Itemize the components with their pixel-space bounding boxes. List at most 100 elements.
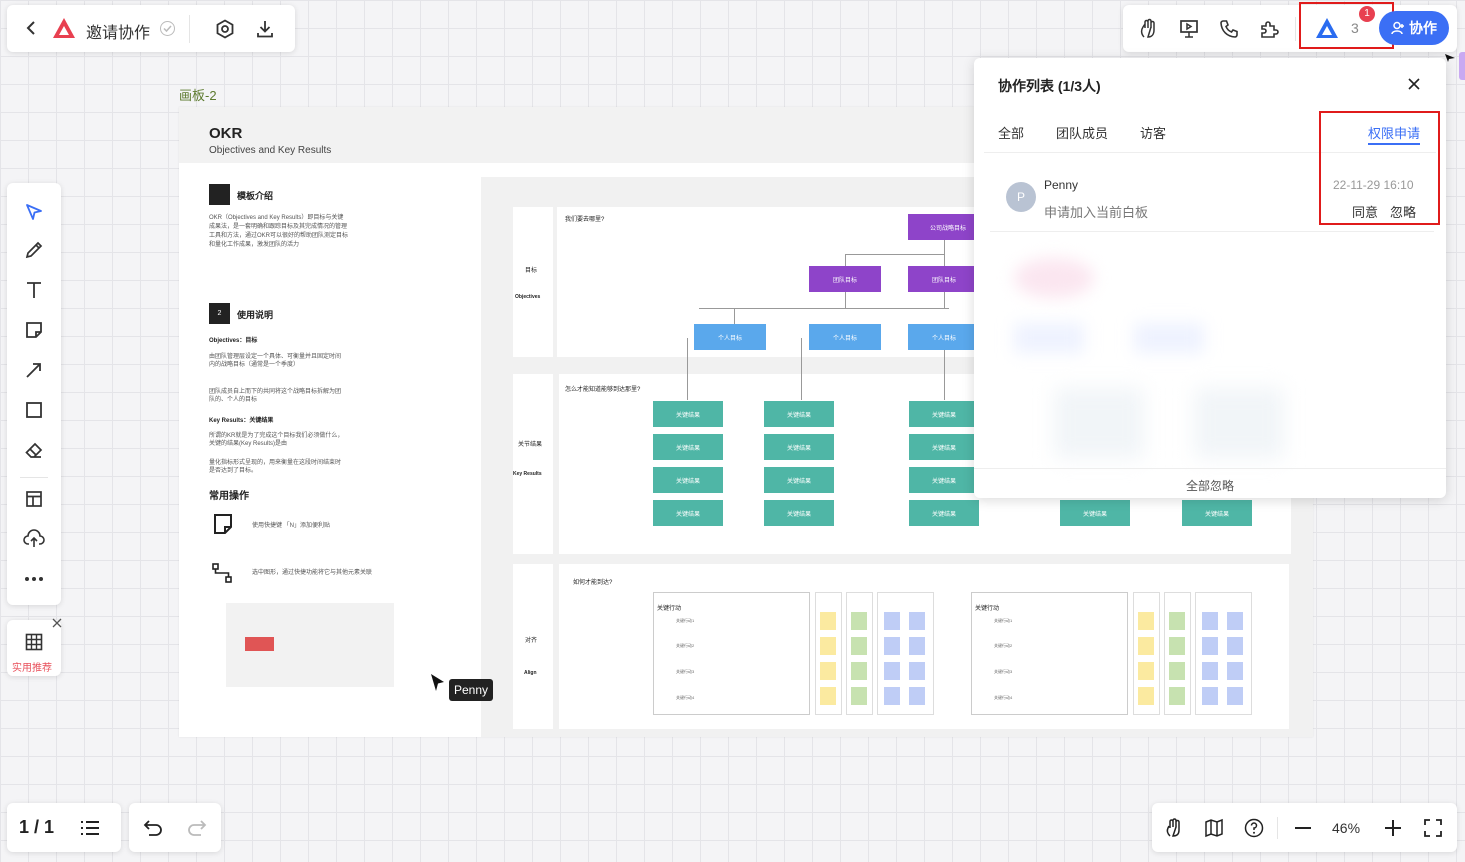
sec2-title: 使用说明 bbox=[237, 310, 274, 320]
sticky-note-tool-icon[interactable] bbox=[22, 318, 46, 342]
kr-node[interactable]: 关键结果 bbox=[653, 434, 723, 460]
kr-text-2: 量化指标形式呈现的，用来衡量在这段时间结束时是否达到了目标。 bbox=[209, 460, 342, 474]
left-toolbar bbox=[7, 183, 61, 605]
download-icon[interactable] bbox=[253, 17, 277, 41]
panel-close-icon[interactable] bbox=[1404, 74, 1424, 94]
tab-team-members[interactable]: 团队成员 bbox=[1056, 126, 1109, 141]
action-title: 关键行动 bbox=[657, 606, 682, 612]
gesture-icon[interactable] bbox=[1137, 17, 1161, 41]
kr-node[interactable]: 关键结果 bbox=[909, 500, 979, 526]
request-avatar: P bbox=[1006, 182, 1036, 212]
question-3: 如何才能到达? bbox=[573, 580, 613, 586]
tab-all[interactable]: 全部 bbox=[998, 126, 1025, 141]
select-tool-icon[interactable] bbox=[22, 200, 46, 224]
op2-text: 选中图形，通过快捷功能将它与其他元素关联 bbox=[252, 570, 373, 576]
fullscreen-icon[interactable] bbox=[1421, 816, 1445, 840]
recommend-widget[interactable]: 实用推荐 bbox=[7, 620, 61, 676]
hand-tool-icon[interactable] bbox=[1162, 816, 1186, 840]
kr-node[interactable]: 关键结果 bbox=[1182, 500, 1252, 526]
kr-node[interactable]: 关键结果 bbox=[653, 467, 723, 493]
request-highlight-box bbox=[1319, 111, 1440, 225]
ignore-button[interactable]: 忽略 bbox=[1390, 205, 1417, 220]
history-bar bbox=[129, 803, 221, 852]
personal-goal-node-1[interactable]: 个人目标 bbox=[694, 324, 766, 350]
eraser-tool-icon[interactable] bbox=[22, 438, 46, 462]
collab-button-label: 协作 bbox=[1409, 20, 1437, 36]
kr-node[interactable]: 关键结果 bbox=[909, 401, 979, 427]
shape-preview bbox=[226, 603, 394, 687]
action-item: 关键行动1 bbox=[676, 618, 695, 623]
obj-label: Objectives：目标 bbox=[209, 338, 258, 344]
more-tools-icon[interactable] bbox=[22, 567, 46, 591]
action-box-1[interactable]: 关键行动 关键行动1 关键行动2 关键行动3 关键行动4 bbox=[653, 592, 810, 715]
pen-tool-icon[interactable] bbox=[22, 238, 46, 262]
kr-node[interactable]: 关键结果 bbox=[764, 467, 834, 493]
table-icon bbox=[22, 630, 46, 654]
kr-node[interactable]: 关键结果 bbox=[764, 500, 834, 526]
kr-text-1: 所谓的KR就是为了完成这个目标我们必须做什么，关键的结果(Key Results… bbox=[209, 433, 344, 447]
action-item: 关键行动4 bbox=[676, 695, 695, 700]
zoom-out-icon[interactable] bbox=[1291, 816, 1315, 840]
request-time: 22-11-29 16:10 bbox=[1333, 178, 1414, 192]
template-tool-icon[interactable] bbox=[22, 487, 46, 511]
common-ops-title: 常用操作 bbox=[209, 491, 249, 502]
obj-text-1: 由团队管理层设定一个具体、可衡量并且固定时间内的战略目标（通常是一个季度） bbox=[209, 354, 342, 368]
pointer-cursor-icon bbox=[1443, 52, 1457, 64]
plugin-icon[interactable] bbox=[1257, 17, 1281, 41]
collab-button[interactable]: 协作 bbox=[1379, 11, 1449, 45]
kr-node[interactable]: 关键结果 bbox=[653, 500, 723, 526]
collab-panel: 协作列表 (1/3人) 全部忽略 P Penny 申请加入当前白板 22-11-… bbox=[974, 58, 1446, 498]
kr-node[interactable]: 关键结果 bbox=[764, 434, 834, 460]
help-icon[interactable] bbox=[1242, 816, 1266, 840]
row2-label: 关节结果 bbox=[518, 442, 543, 448]
kr-node[interactable]: 关键结果 bbox=[764, 401, 834, 427]
upload-tool-icon[interactable] bbox=[22, 527, 46, 551]
kr-node[interactable]: 关键结果 bbox=[909, 434, 979, 460]
view-controls-bar: 46% bbox=[1152, 803, 1457, 852]
agree-button[interactable]: 同意 bbox=[1352, 205, 1379, 220]
okr-subtitle: Objectives and Key Results bbox=[209, 145, 332, 156]
board-title[interactable]: 邀请协作 bbox=[86, 25, 151, 42]
shape-tool-icon[interactable] bbox=[22, 398, 46, 422]
collaborator-avatar-icon[interactable] bbox=[1314, 15, 1340, 41]
back-icon[interactable] bbox=[21, 18, 41, 38]
settings-icon[interactable] bbox=[213, 17, 237, 41]
page-nav-bar: 1 / 1 bbox=[7, 803, 121, 852]
team-goal-node-1[interactable]: 团队目标 bbox=[809, 266, 881, 292]
tab-visitors[interactable]: 访客 bbox=[1140, 126, 1167, 141]
undo-icon[interactable] bbox=[141, 816, 165, 840]
zoom-in-icon[interactable] bbox=[1381, 816, 1405, 840]
ignore-all-button[interactable]: 全部忽略 bbox=[1186, 479, 1235, 493]
kr-node[interactable]: 关键结果 bbox=[1060, 500, 1130, 526]
remote-cursor-icon bbox=[429, 672, 447, 694]
zoom-level[interactable]: 46% bbox=[1332, 820, 1361, 836]
minimap-icon[interactable] bbox=[1202, 816, 1226, 840]
presentation-icon[interactable] bbox=[1177, 17, 1201, 41]
connector-icon bbox=[211, 562, 233, 584]
action-item: 关键行动2 bbox=[676, 643, 695, 648]
sec1-text: OKR（Objectives and Key Results）即目标与关键成果法… bbox=[209, 215, 349, 248]
action-box-2[interactable]: 关键行动 关键行动1 关键行动2 关键行动3 关键行动4 bbox=[971, 592, 1128, 715]
action-item: 关键行动1 bbox=[994, 618, 1013, 623]
personal-goal-node-2[interactable]: 个人目标 bbox=[809, 324, 881, 350]
connector-tool-icon[interactable] bbox=[22, 358, 46, 382]
team-goal-node-2[interactable]: 团队目标 bbox=[908, 266, 980, 292]
tab-permission-requests[interactable]: 权限申请 bbox=[1368, 126, 1421, 141]
action-item: 关键行动3 bbox=[676, 669, 695, 674]
redo-icon[interactable] bbox=[185, 816, 209, 840]
personal-goal-node-3[interactable]: 个人目标 bbox=[908, 324, 980, 350]
recommend-label: 实用推荐 bbox=[12, 663, 52, 674]
close-recommend-icon[interactable] bbox=[50, 616, 64, 630]
frame-label[interactable]: 画板-2 bbox=[179, 88, 217, 103]
kr-node[interactable]: 关键结果 bbox=[909, 467, 979, 493]
kr-node[interactable]: 关键结果 bbox=[653, 401, 723, 427]
text-tool-icon[interactable] bbox=[22, 278, 46, 302]
page-list-icon[interactable] bbox=[78, 816, 102, 840]
request-name: Penny bbox=[1044, 178, 1079, 192]
page-indicator[interactable]: 1 / 1 bbox=[19, 817, 55, 837]
row3-label-en: Align bbox=[524, 670, 537, 676]
collaborator-count[interactable]: 3 bbox=[1351, 20, 1359, 36]
action-item: 关键行动4 bbox=[994, 695, 1013, 700]
phone-icon[interactable] bbox=[1217, 17, 1241, 41]
action-item: 关键行动2 bbox=[994, 643, 1013, 648]
